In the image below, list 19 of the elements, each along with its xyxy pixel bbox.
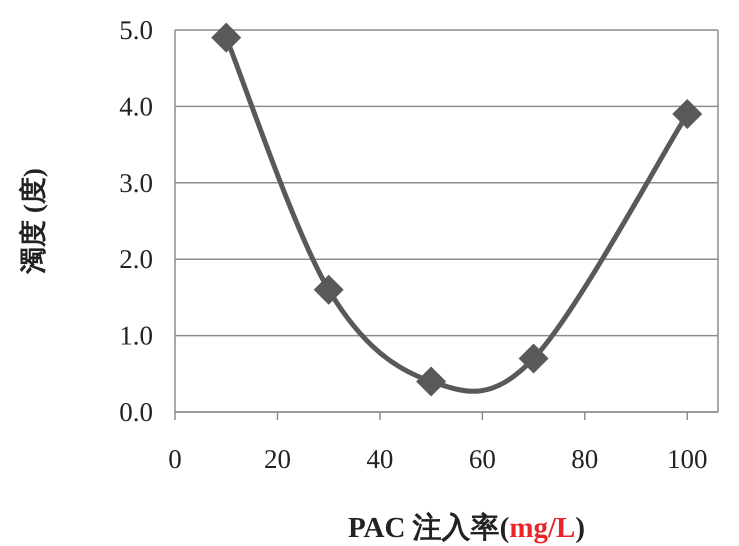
x-tick-label: 40	[366, 444, 394, 474]
point	[314, 274, 344, 305]
x-axis-title: PAC 注入率(mg/L)	[348, 511, 586, 544]
y-tick-label: 1.0	[119, 320, 153, 351]
x-tick-label: 80	[571, 444, 598, 474]
y-tick-label: 5.0	[119, 15, 153, 45]
x-tick-label: 0	[168, 444, 182, 474]
x-tick-label: 20	[264, 444, 291, 474]
point	[416, 366, 446, 396]
x-tick-label: 60	[468, 444, 496, 474]
x-tick-label: 100	[667, 444, 708, 474]
y-tick-label: 4.0	[119, 91, 153, 122]
point	[672, 99, 702, 130]
y-axis-title: 濁度 (度)	[18, 168, 48, 275]
point	[518, 344, 549, 374]
point	[211, 22, 242, 53]
y-tick-label: 3.0	[119, 168, 153, 198]
y-tick-label: 0.0	[119, 397, 153, 427]
y-tick-label: 2.0	[119, 244, 153, 274]
